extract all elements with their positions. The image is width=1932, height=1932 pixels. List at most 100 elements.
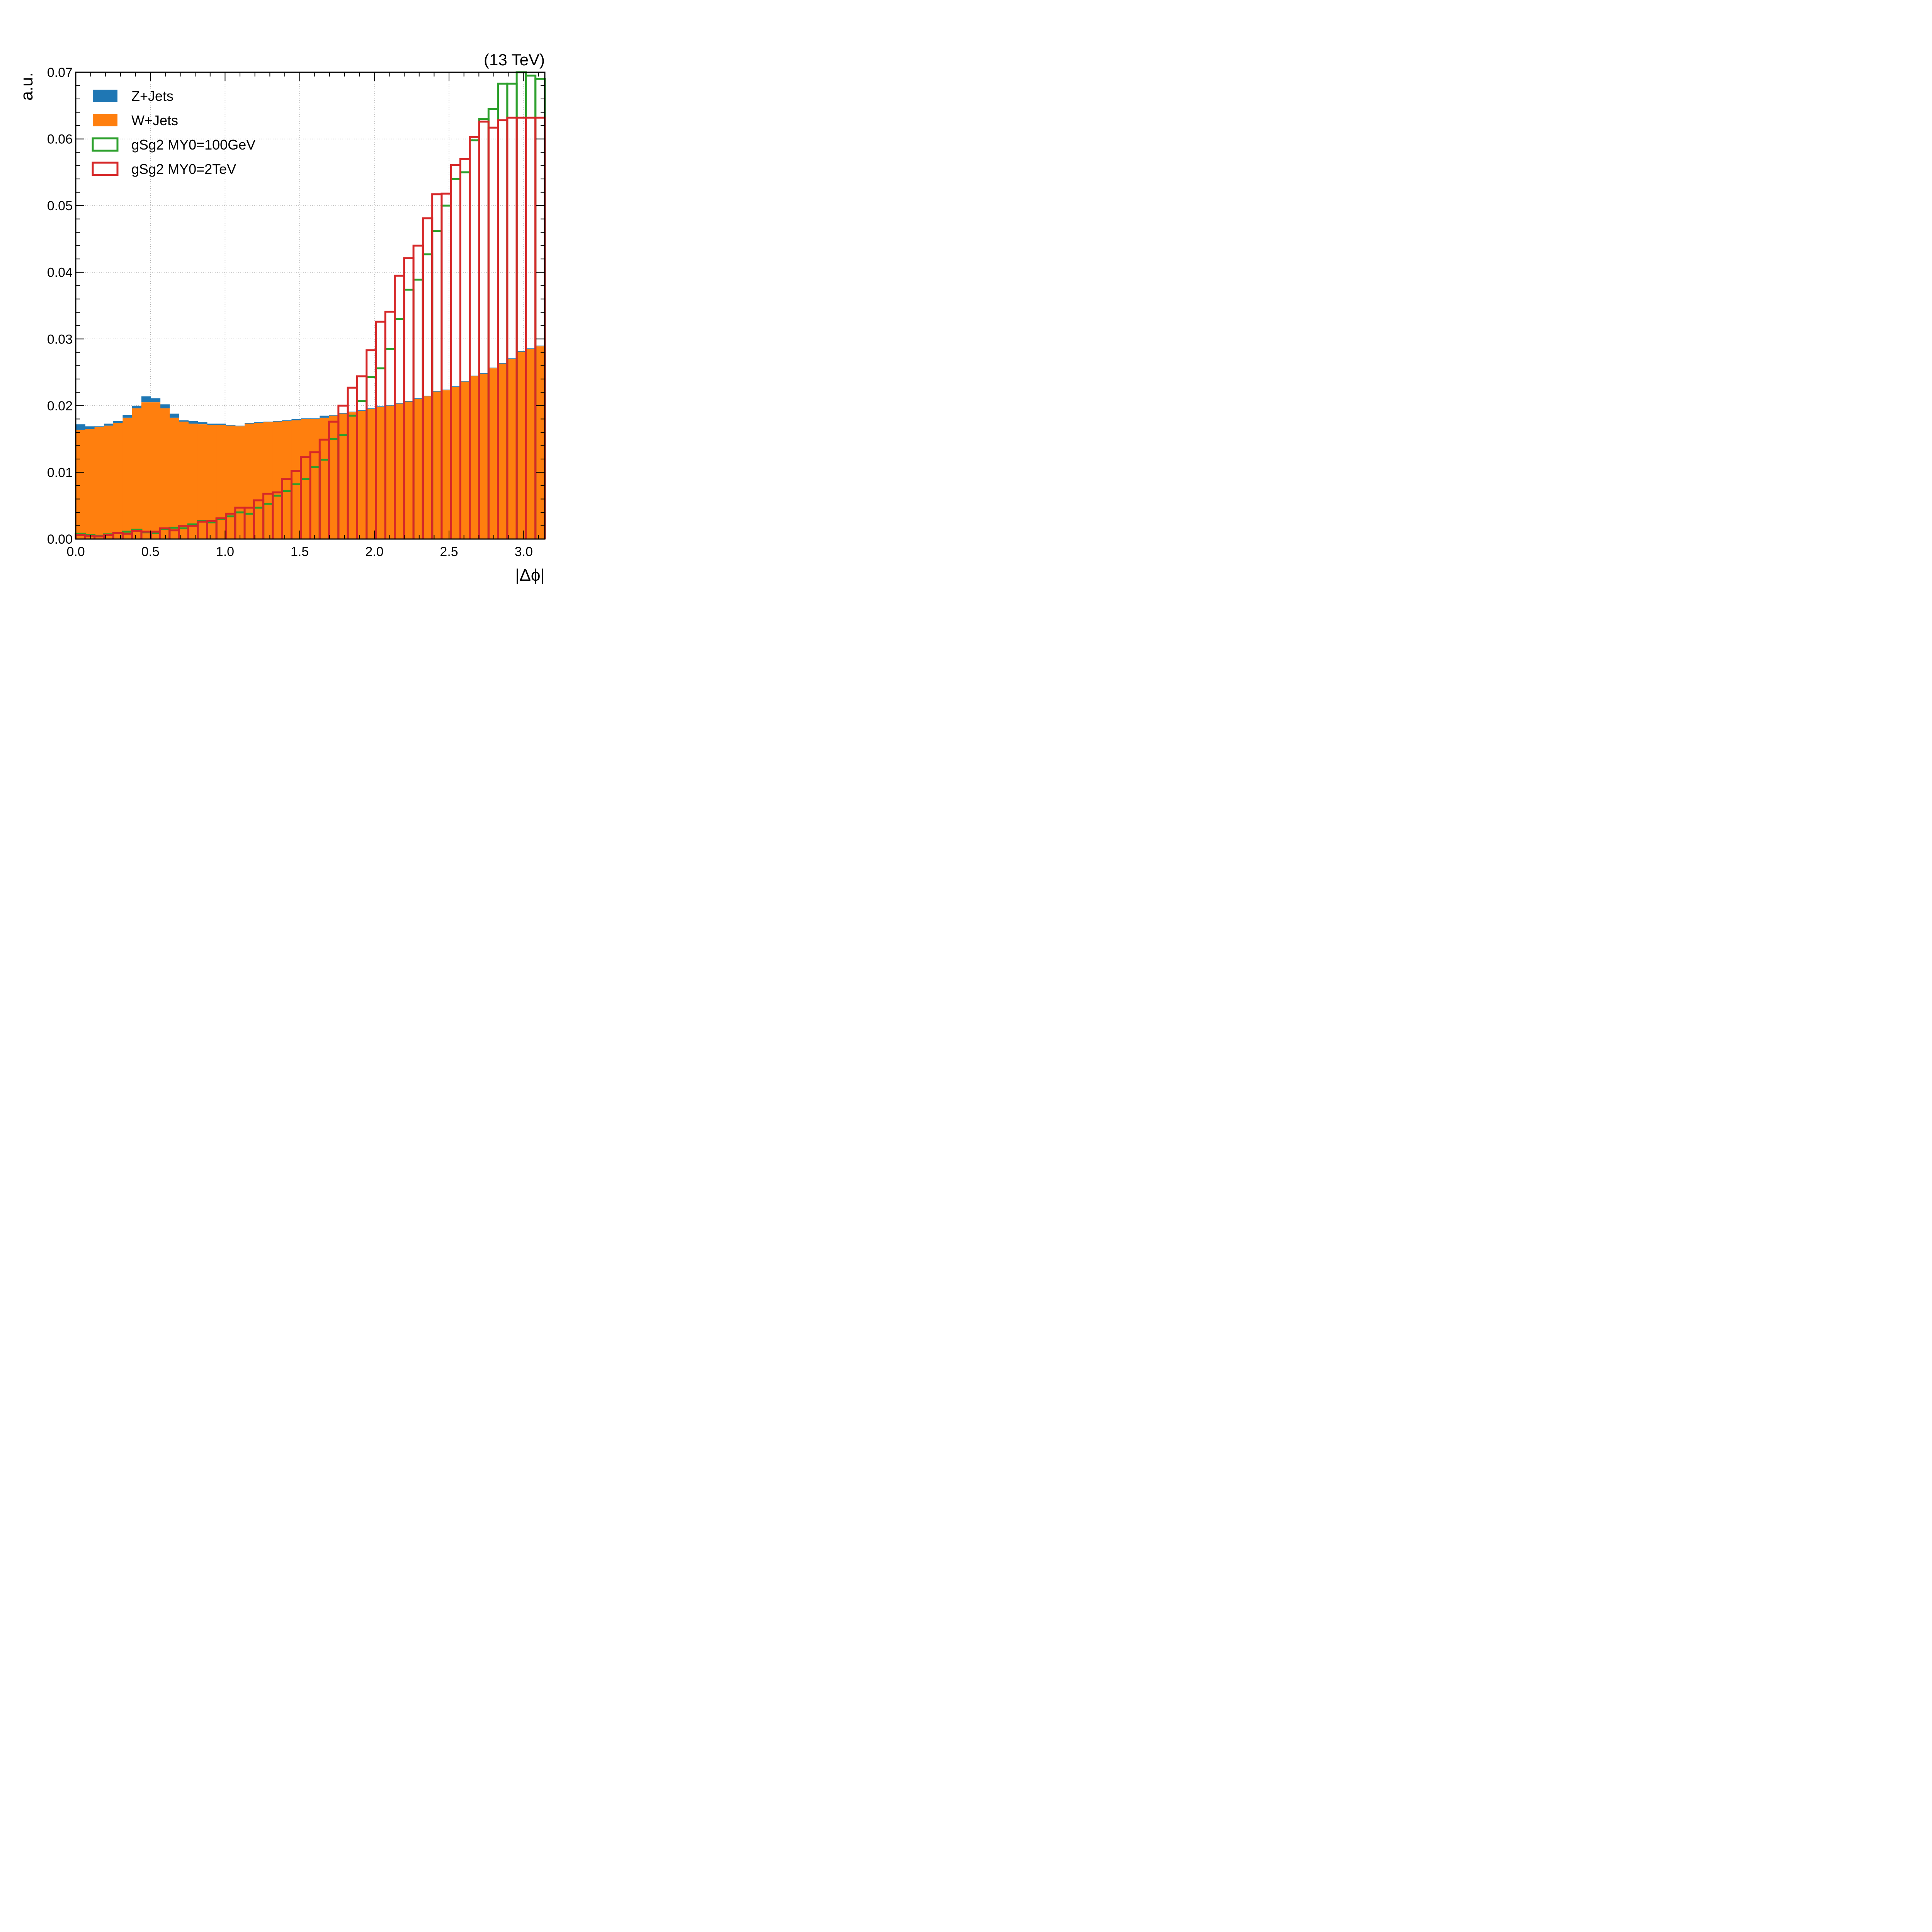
x-axis-title: |Δϕ| [515,566,545,585]
axis-ticks: 0.0 0.5 1.0 1.5 2.0 2.5 3.0 0.00 0.01 0.02 0.03 0.0… [47,65,545,559]
bar-z-jets [291,419,301,420]
bar-w-jets [357,411,367,539]
bar-w-jets [366,409,376,539]
bar-z-jets [104,423,114,426]
bar-z-jets [122,415,133,418]
bar-w-jets [263,422,273,539]
bar-w-jets [526,349,536,539]
bar-z-jets [282,420,292,421]
bar-z-jets [188,421,198,424]
bar-z-jets [245,423,254,424]
bar-w-jets [320,417,330,539]
bar-z-jets [376,406,386,407]
bar-w-jets [517,352,527,539]
legend-label: W+Jets [131,112,178,128]
bar-z-jets [413,398,423,399]
bar-w-jets [469,376,480,539]
energy-label: (13 TeV) [484,51,545,69]
bar-w-jets [245,423,254,539]
bar-w-jets [160,408,170,539]
bar-z-jets [498,363,508,364]
legend-swatch [93,90,117,102]
y-tick-label: 0.02 [47,399,73,413]
bar-w-jets [141,402,151,539]
bar-w-jets [348,412,357,539]
bar-z-jets [235,425,245,427]
bar-w-jets [179,422,189,539]
bar-z-jets [395,403,405,404]
bar-z-jets [179,420,189,422]
bar-w-jets [188,423,198,539]
bar-w-jets [169,417,179,539]
bar-z-jets [366,408,376,409]
histogram-plot: 0.0 0.5 1.0 1.5 2.0 2.5 3.0 0.00 0.01 0.02 0.03 0.0… [17,51,546,585]
bar-w-jets [235,426,245,539]
bar-w-jets [451,387,461,539]
bar-z-jets [216,423,226,425]
bar-z-jets [357,410,367,411]
bar-z-jets [338,413,348,414]
bar-z-jets [404,401,414,402]
y-tick-label: 0.05 [47,199,73,213]
bar-z-jets [254,422,264,423]
bar-w-jets [338,413,348,539]
bar-w-jets [76,429,85,539]
bar-z-jets [226,425,236,426]
bar-w-jets [479,374,489,539]
legend-label: Z+Jets [131,88,173,104]
bar-w-jets [488,368,498,539]
bar-z-jets [132,405,142,408]
bar-z-jets [517,351,527,352]
step-histograms [75,71,546,539]
y-tick-label: 0.01 [47,465,73,480]
y-tick-label: 0.07 [47,65,73,80]
bar-z-jets [197,422,207,425]
bar-w-jets [395,403,405,539]
bar-z-jets [320,415,330,418]
bar-w-jets [404,401,414,539]
y-tick-label: 0.03 [47,332,73,347]
bar-w-jets [413,399,423,539]
bar-w-jets [272,422,282,539]
bar-z-jets [207,423,217,425]
bar-w-jets [329,415,339,539]
legend: Z+Jets W+Jets gSg2 MY0=100GeV gSg2 MY0=2TeV [92,88,255,177]
legend-item: W+Jets [93,112,178,128]
bar-z-jets [76,424,85,430]
bar-z-jets [113,421,123,423]
bar-z-jets [85,426,95,429]
bar-z-jets [169,413,179,418]
bar-z-jets [141,396,151,403]
x-tick-label: 0.5 [141,544,160,559]
step-series-gsg2-my0-2tev [75,116,546,539]
bar-z-jets [310,418,320,419]
bar-w-jets [104,425,114,539]
bar-w-jets [460,381,470,539]
bar-w-jets [441,390,451,539]
bar-z-jets [535,345,545,347]
bar-z-jets [385,405,395,406]
bar-w-jets [197,424,207,539]
bar-w-jets [207,425,217,539]
bar-w-jets [432,391,442,539]
bar-w-jets [282,421,292,539]
bar-w-jets [254,423,264,539]
bar-z-jets [507,358,517,359]
bar-w-jets [226,425,236,539]
y-tick-label: 0.00 [47,532,73,547]
bar-z-jets [460,381,470,382]
y-tick-label: 0.04 [47,265,73,280]
bar-z-jets [441,389,451,391]
legend-label: gSg2 MY0=100GeV [131,137,255,153]
bar-w-jets [507,359,517,539]
bar-w-jets [535,346,545,539]
legend-label: gSg2 MY0=2TeV [131,161,236,177]
bar-z-jets [432,391,442,392]
bar-z-jets [329,415,339,416]
legend-swatch [93,114,117,126]
bar-z-jets [526,348,536,349]
bar-z-jets [151,398,161,403]
x-tick-label: 1.0 [216,544,234,559]
bar-w-jets [94,427,104,539]
bar-w-jets [310,419,320,539]
